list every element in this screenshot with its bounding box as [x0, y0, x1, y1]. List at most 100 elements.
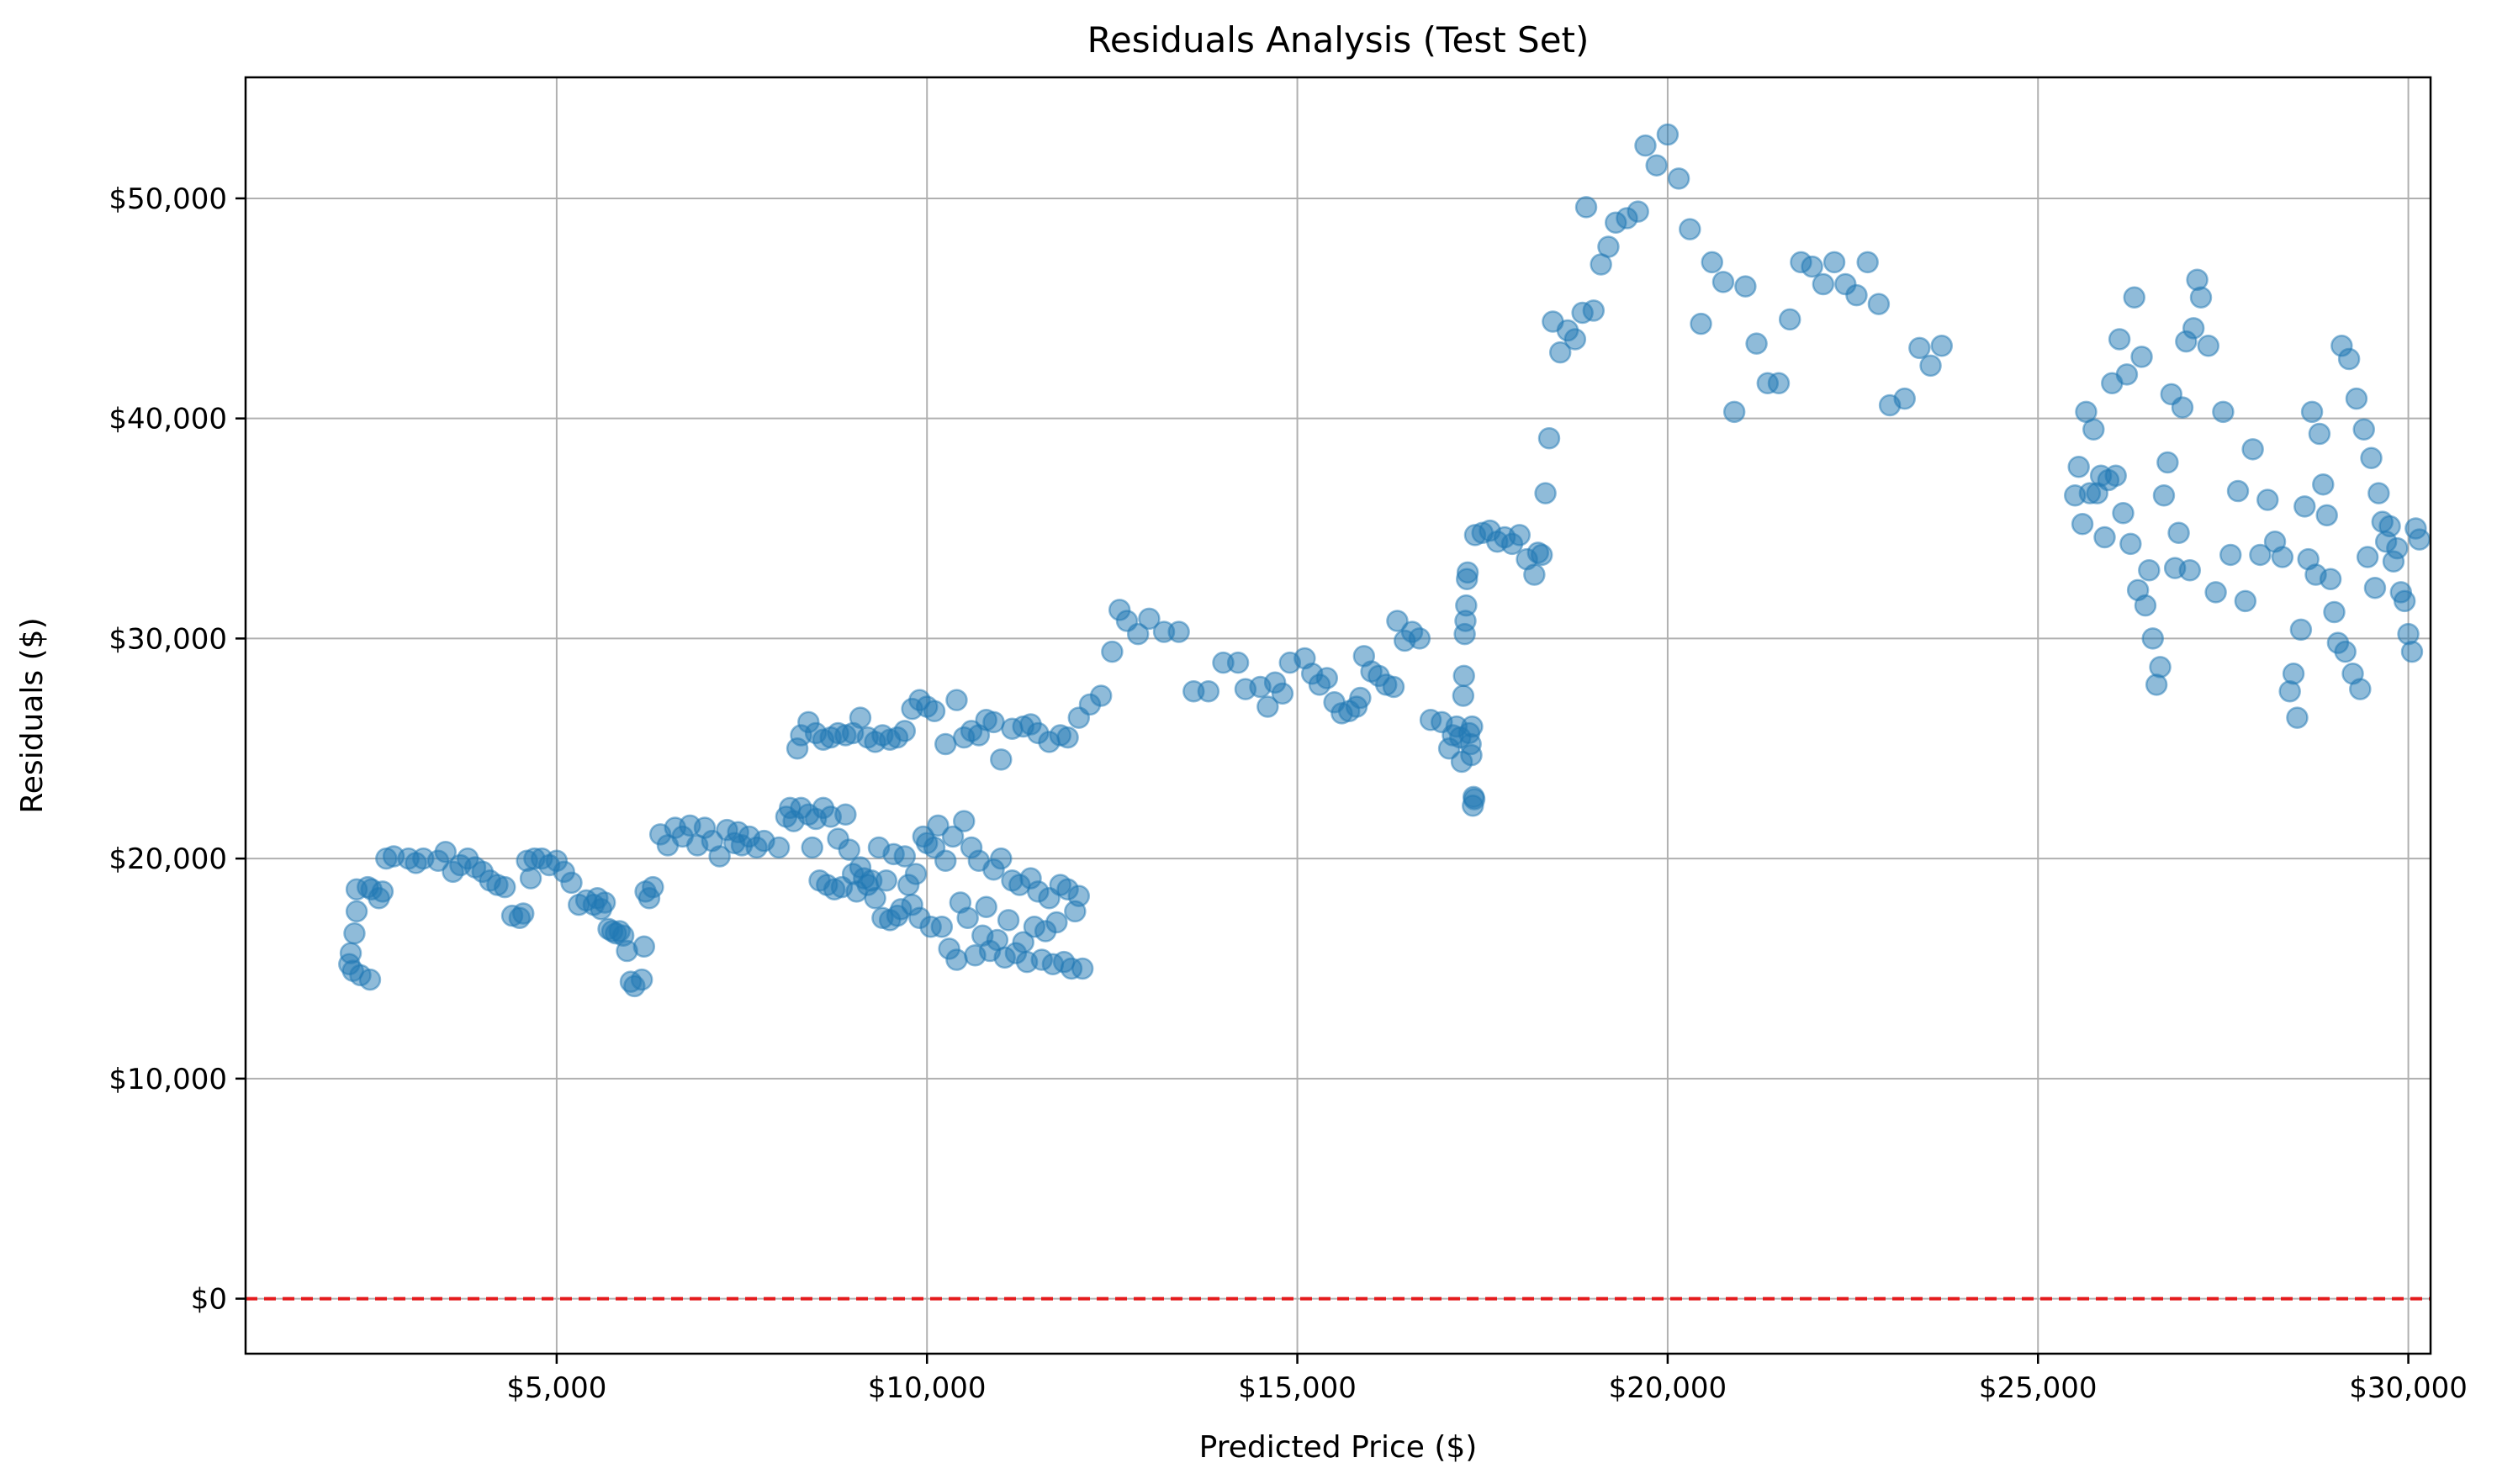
data-point — [2286, 706, 2309, 729]
data-point — [1812, 272, 1835, 296]
data-point — [1256, 695, 1279, 718]
ticks-layer: $5,000 $10,000 $15,000 $20,000 $25,000 $30,00… — [108, 182, 2467, 1405]
chart-title: Residuals Analysis (Test Set) — [1087, 19, 1590, 61]
data-point — [1456, 561, 1479, 584]
data-point — [990, 748, 1013, 771]
data-point — [2386, 536, 2409, 560]
data-point — [1634, 134, 1657, 157]
data-point — [1690, 312, 1712, 335]
data-point — [1315, 667, 1339, 689]
data-point — [1461, 715, 1484, 738]
data-point — [1778, 308, 1801, 331]
data-point — [343, 922, 366, 945]
data-point — [930, 916, 954, 938]
points-layer — [338, 123, 2431, 998]
data-point — [1463, 788, 1486, 811]
data-point — [2071, 513, 2094, 536]
data-point — [1893, 387, 1916, 410]
y-tick-label-2: $20,000 — [108, 842, 227, 876]
data-point — [1679, 218, 1701, 240]
data-point — [864, 886, 886, 910]
y-tick-label-5: $50,000 — [108, 182, 227, 216]
data-point — [893, 720, 917, 742]
data-point — [1349, 686, 1372, 710]
data-point — [934, 849, 957, 872]
data-point — [834, 803, 857, 826]
data-point — [1930, 335, 1954, 357]
data-point — [1645, 154, 1668, 177]
data-point — [990, 847, 1013, 870]
data-point — [2178, 559, 2202, 582]
data-point — [358, 968, 382, 991]
data-point — [2093, 525, 2116, 549]
data-point — [2104, 464, 2127, 487]
data-point — [1908, 336, 1931, 360]
data-point — [2156, 451, 2179, 474]
data-point — [975, 895, 997, 918]
data-point — [2271, 546, 2294, 568]
data-point — [2356, 546, 2379, 568]
data-point — [927, 814, 950, 837]
data-point — [1563, 328, 1587, 351]
data-point — [2349, 678, 2372, 700]
data-point — [2082, 418, 2105, 441]
data-point — [2289, 618, 2313, 642]
data-point — [1271, 682, 1294, 705]
data-point — [2367, 482, 2390, 504]
data-point — [1627, 200, 1649, 223]
y-tick-label-0: $0 — [191, 1283, 227, 1317]
x-tick-label-5: $30,000 — [2349, 1371, 2468, 1405]
data-point — [2337, 347, 2361, 371]
data-point — [838, 838, 861, 861]
data-point — [2134, 594, 2157, 617]
data-point — [1867, 293, 1891, 315]
data-point — [1197, 679, 1220, 703]
data-point — [1745, 332, 1768, 355]
y-tick-label-4: $40,000 — [108, 403, 227, 436]
data-point — [1767, 372, 1791, 395]
data-point — [2312, 473, 2335, 496]
data-point — [2363, 576, 2387, 599]
data-point — [941, 825, 965, 848]
x-tick-label-0: $5,000 — [506, 1371, 606, 1405]
data-point — [1548, 341, 1572, 364]
data-point — [934, 732, 957, 756]
data-point — [2197, 335, 2220, 357]
data-point — [956, 906, 979, 930]
data-point — [2138, 559, 2161, 582]
data-point — [2249, 543, 2272, 567]
data-point — [2189, 286, 2213, 309]
data-point — [1101, 640, 1124, 663]
data-point — [2212, 400, 2235, 424]
data-point — [2256, 489, 2279, 511]
data-point — [2108, 328, 2131, 351]
data-point — [560, 871, 583, 895]
data-point — [2171, 396, 2194, 419]
data-point — [2360, 446, 2383, 470]
data-point — [1056, 726, 1079, 749]
grid-layer — [246, 77, 2431, 1354]
y-tick-label-1: $10,000 — [108, 1063, 227, 1096]
data-point — [2234, 589, 2257, 613]
data-point — [512, 902, 535, 925]
data-point — [1508, 524, 1532, 547]
data-point — [1534, 482, 1557, 504]
x-tick-label-3: $20,000 — [1609, 1371, 1727, 1405]
data-point — [1226, 651, 1250, 674]
data-point — [945, 948, 968, 971]
data-point — [2219, 543, 2242, 567]
data-point — [434, 841, 458, 863]
data-point — [1656, 123, 1680, 146]
data-point — [2408, 528, 2431, 551]
data-point — [1045, 911, 1068, 934]
data-point — [2123, 286, 2145, 309]
data-point — [2182, 317, 2205, 340]
data-point — [493, 875, 516, 899]
data-point — [2119, 532, 2142, 556]
data-point — [2152, 484, 2176, 507]
data-point — [345, 900, 368, 923]
data-point — [1856, 251, 1879, 274]
data-point — [1582, 299, 1606, 322]
data-point — [2345, 387, 2368, 410]
